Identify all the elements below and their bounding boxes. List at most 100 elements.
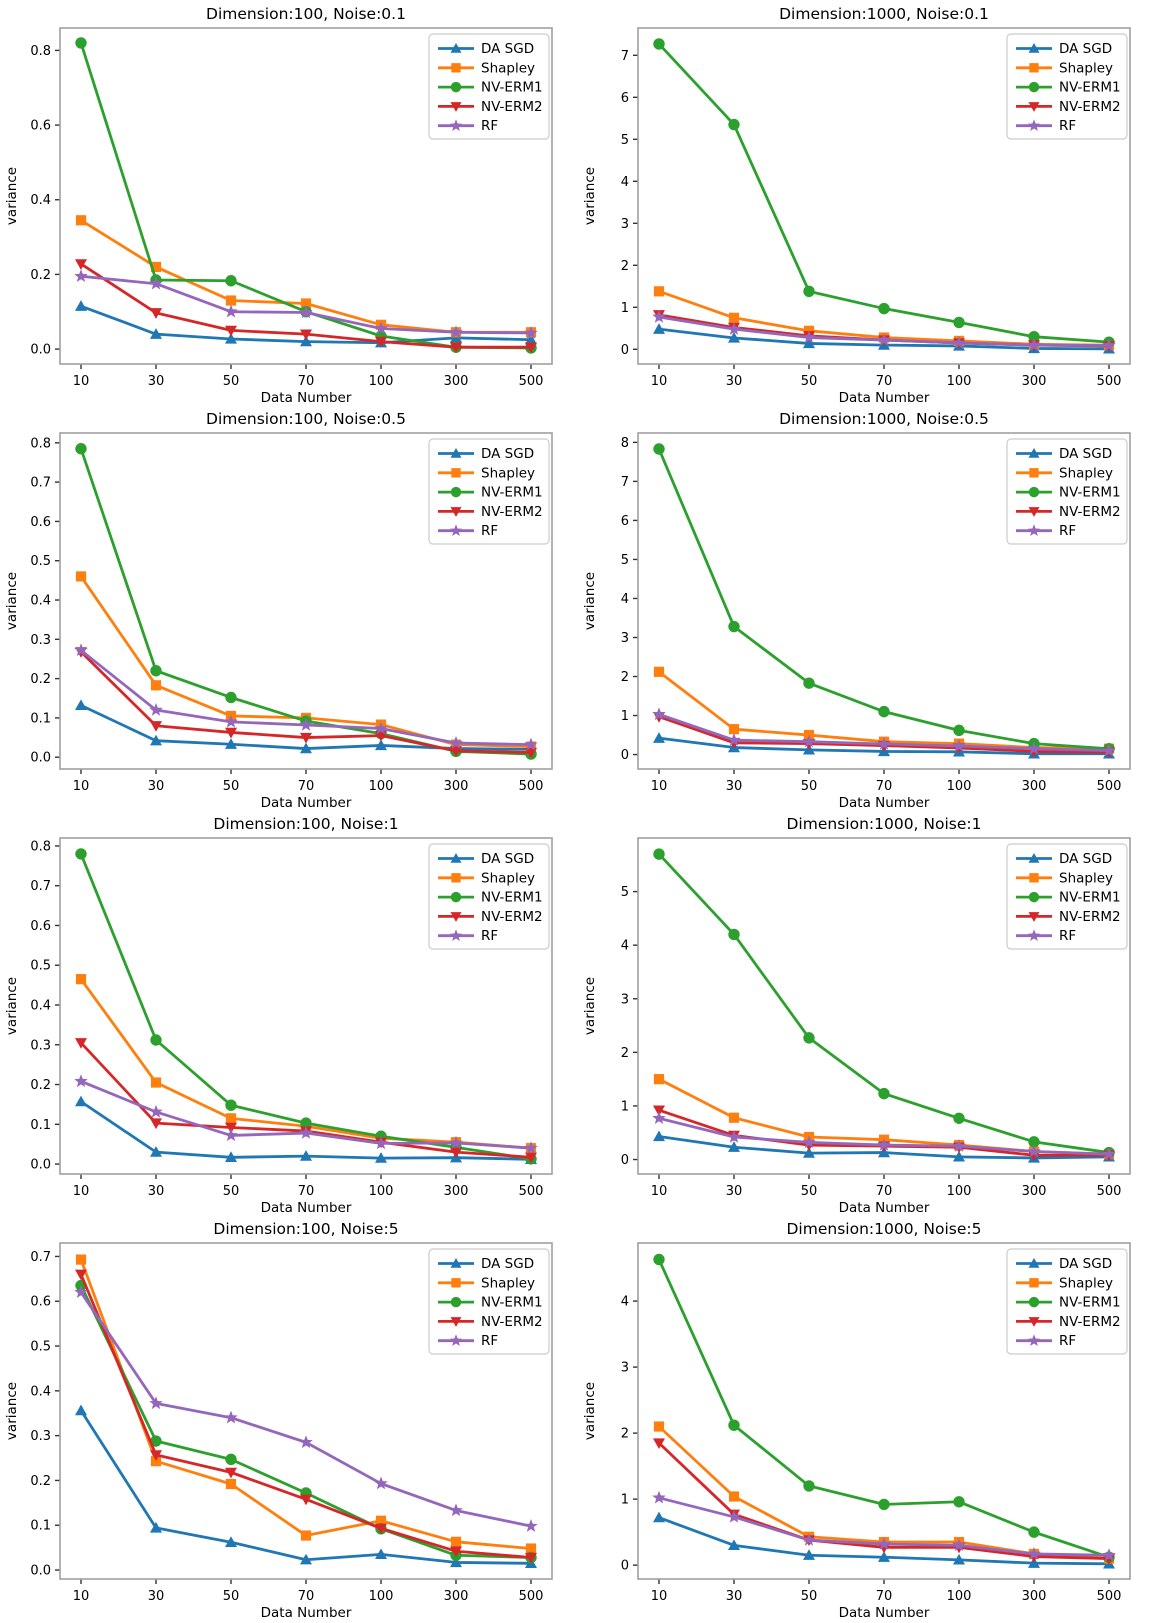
circle-marker-icon xyxy=(1028,1526,1040,1538)
square-marker-icon xyxy=(150,261,162,273)
x-axis: 10 30 50 70 100 300 500 xyxy=(73,1174,544,1199)
plot-frame xyxy=(637,1242,1131,1580)
legend: DA SGD Shapley NV-ERM1 NV-ERM2 RF xyxy=(1006,33,1128,140)
x-tick-label: 500 xyxy=(519,374,544,389)
legend-entry-label: RF xyxy=(1059,118,1076,134)
legend-entry-nv-erm1: NV-ERM1 xyxy=(438,890,543,906)
triangle-up-marker-icon xyxy=(375,739,387,751)
chart-dim1000-noise0-5: Dimension:1000, Noise:0.5 0 1 2 3 4 5 6 7 8 10 30 50… xyxy=(582,410,1131,810)
star-marker-icon xyxy=(449,1135,463,1149)
x-tick-label: 500 xyxy=(1097,1589,1122,1604)
x-tick-label: 500 xyxy=(519,779,544,794)
star-marker-icon xyxy=(877,736,891,750)
x-tick-label: 500 xyxy=(519,1184,544,1199)
triangle-down-marker-icon xyxy=(225,1467,237,1479)
legend-entry-rf: RF xyxy=(438,1333,498,1349)
star-marker-icon xyxy=(1027,929,1041,941)
star-marker-icon xyxy=(652,1490,666,1504)
y-tick-label: 0.4 xyxy=(30,999,51,1014)
circle-marker-icon xyxy=(225,275,237,287)
x-tick-label: 10 xyxy=(651,1589,668,1604)
triangle-down-marker-icon xyxy=(450,912,462,922)
plot-frame xyxy=(59,1242,553,1580)
square-marker-icon xyxy=(375,1515,387,1526)
y-tick-label: 0.7 xyxy=(30,879,51,894)
legend-entry-label: DA SGD xyxy=(481,41,534,57)
y-axis: 0 1 2 3 4 5 6 7 8 xyxy=(621,436,638,763)
y-tick-label: 5 xyxy=(621,885,629,900)
triangle-up-marker-icon xyxy=(728,1539,740,1551)
square-marker-icon xyxy=(451,873,461,883)
y-axis: 0.0 0.2 0.4 0.6 0.8 xyxy=(30,44,60,358)
chart-title: Dimension:100, Noise:0.5 xyxy=(206,410,406,428)
y-tick-label: 4 xyxy=(621,939,629,954)
x-tick-label: 10 xyxy=(651,374,668,389)
series-rf xyxy=(74,269,538,339)
plot-frame xyxy=(59,837,553,1175)
legend-entry-da-sgd: DA SGD xyxy=(1016,41,1112,57)
series-da-sgd xyxy=(75,300,537,348)
legend-entry-nv-erm2: NV-ERM2 xyxy=(1016,504,1121,520)
legend-entry-rf: RF xyxy=(438,118,498,134)
legend-entry-rf: RF xyxy=(438,928,498,944)
square-marker-icon xyxy=(451,63,461,73)
square-marker-icon xyxy=(728,724,740,735)
x-tick-label: 10 xyxy=(73,374,90,389)
star-marker-icon xyxy=(877,1137,891,1151)
star-marker-icon xyxy=(652,1111,666,1124)
star-marker-icon xyxy=(652,707,666,721)
legend-entry-da-sgd: DA SGD xyxy=(438,41,534,57)
y-tick-label: 0.4 xyxy=(30,594,51,609)
star-marker-icon xyxy=(1027,338,1041,351)
circle-marker-icon xyxy=(953,316,965,329)
triangle-up-marker-icon xyxy=(653,732,665,743)
circle-marker-icon xyxy=(75,848,87,860)
y-tick-label: 0.2 xyxy=(30,1078,51,1093)
y-tick-label: 0.5 xyxy=(30,1340,51,1355)
star-marker-icon xyxy=(374,721,388,735)
circle-marker-icon xyxy=(450,1296,462,1308)
triangle-down-marker-icon xyxy=(300,732,312,744)
x-tick-label: 50 xyxy=(223,1184,240,1199)
triangle-up-marker-icon xyxy=(75,1404,87,1416)
y-tick-label: 4 xyxy=(621,592,629,607)
legend-entry-label: RF xyxy=(1059,523,1076,539)
x-tick-label: 300 xyxy=(1022,1589,1047,1604)
x-tick-label: 70 xyxy=(876,779,893,794)
star-marker-icon xyxy=(299,1435,313,1449)
legend-box xyxy=(428,33,550,140)
legend-entry-rf: RF xyxy=(1016,1333,1076,1349)
legend-entry-nv-erm1: NV-ERM1 xyxy=(438,485,543,501)
plot-frame xyxy=(59,432,553,770)
plot-frame xyxy=(637,432,1131,770)
triangle-down-marker-icon xyxy=(225,1122,237,1134)
triangle-down-marker-icon xyxy=(1028,912,1040,922)
star-marker-icon xyxy=(1102,743,1116,757)
y-tick-label: 0.1 xyxy=(30,1118,51,1133)
y-axis: 0.0 0.1 0.2 0.3 0.4 0.5 0.6 0.7 xyxy=(30,1250,60,1579)
series-nv-erm2 xyxy=(75,259,537,354)
star-marker-icon xyxy=(74,1074,88,1088)
legend-entry-shapley: Shapley xyxy=(1016,465,1113,481)
series-shapley xyxy=(75,215,537,338)
triangle-up-marker-icon xyxy=(953,1553,965,1565)
x-tick-label: 50 xyxy=(223,374,240,389)
series-rf xyxy=(652,1111,1116,1160)
legend-entry-label: RF xyxy=(481,118,498,134)
circle-marker-icon xyxy=(300,1117,312,1129)
circle-marker-icon xyxy=(450,486,462,498)
triangle-up-marker-icon xyxy=(300,742,312,754)
circle-marker-icon xyxy=(803,1032,815,1044)
x-axis-label: Data Number xyxy=(261,1200,352,1215)
triangle-up-marker-icon xyxy=(300,1150,312,1161)
x-axis-label: Data Number xyxy=(839,1200,930,1215)
legend-entry-label: NV-ERM2 xyxy=(1059,1314,1121,1330)
triangle-down-marker-icon xyxy=(150,721,162,732)
chart-title: Dimension:100, Noise:0.1 xyxy=(206,5,406,23)
legend-entry-da-sgd: DA SGD xyxy=(438,1256,534,1272)
square-marker-icon xyxy=(225,295,237,306)
x-tick-label: 100 xyxy=(947,374,972,389)
triangle-down-marker-icon xyxy=(150,308,162,319)
square-marker-icon xyxy=(75,1254,87,1265)
legend-entry-label: Shapley xyxy=(481,60,535,76)
